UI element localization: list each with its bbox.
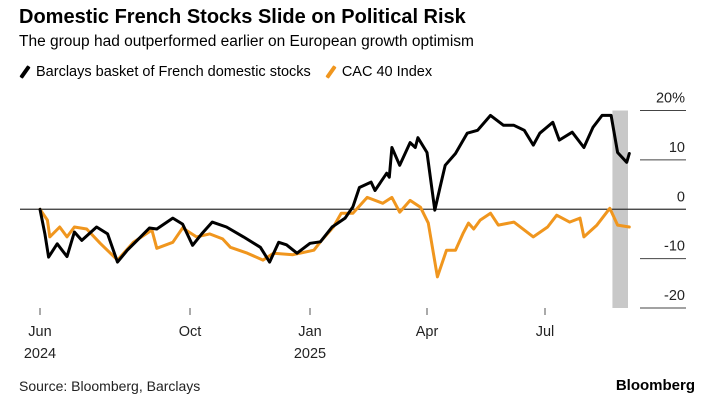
y-tick-label: -20 xyxy=(664,288,685,304)
legend-label: Barclays basket of French domestic stock… xyxy=(36,64,311,80)
y-tick-label: 0 xyxy=(677,189,685,205)
series-line-barclays xyxy=(38,113,631,264)
legend: Barclays basket of French domestic stock… xyxy=(19,64,446,80)
x-tick-label: Jul xyxy=(536,324,555,340)
chart-subtitle: The group had outperformed earlier on Eu… xyxy=(19,33,474,50)
y-tick-label: -10 xyxy=(664,239,685,255)
legend-item-barclays: Barclays basket of French domestic stock… xyxy=(19,64,311,80)
x-tick-label: Apr xyxy=(416,324,439,340)
x-tick-label: Jan xyxy=(298,324,321,340)
x-tick-label: Jun xyxy=(28,324,51,340)
y-tick-label: 20% xyxy=(656,91,685,107)
y-tick-label: 10 xyxy=(669,140,685,156)
legend-item-cac40: CAC 40 Index xyxy=(325,64,432,80)
x-tick-label: Oct xyxy=(179,324,202,340)
chart-title: Domestic French Stocks Slide on Politica… xyxy=(19,6,466,28)
bloomberg-logo: Bloomberg xyxy=(615,377,695,394)
x-tick-year-label: 2024 xyxy=(24,346,56,362)
source-note: Source: Bloomberg, Barclays xyxy=(19,378,201,394)
legend-label: CAC 40 Index xyxy=(341,64,433,80)
x-tick-year-label: 2025 xyxy=(294,346,326,362)
